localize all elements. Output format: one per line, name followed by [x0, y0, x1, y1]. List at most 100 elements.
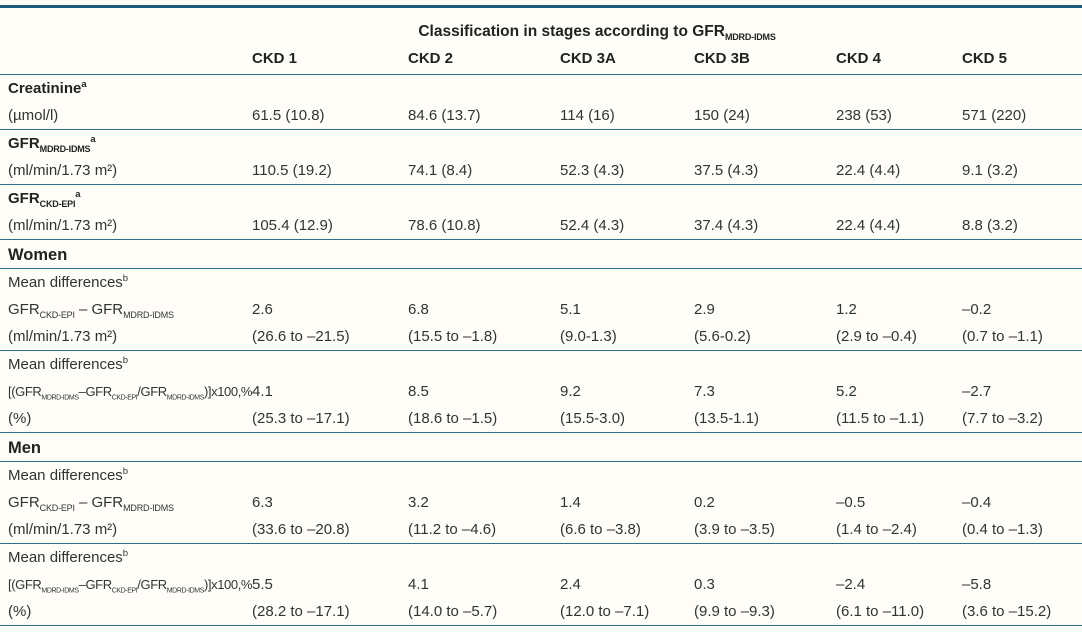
row-label: (ml/min/1.73 m²)	[0, 157, 252, 185]
cell-value	[836, 351, 962, 379]
row-label-part: (ml/min/1.73 m²)	[8, 162, 118, 179]
creatinine-label-row: Creatininea	[0, 75, 1082, 103]
row-label-part: CKD-EPI	[39, 310, 75, 320]
cell-value: 7.3	[694, 383, 715, 400]
cell-value	[694, 130, 836, 158]
cell-value: 4.1	[252, 383, 273, 400]
row-label-part: CKD-EPI	[111, 587, 138, 595]
cell-value: 110.5 (19.2)	[252, 157, 408, 185]
row-label-part: GFR	[8, 135, 40, 152]
cell-value: 52.4 (4.3)	[560, 212, 694, 240]
row-label-part: [(GFR	[8, 384, 42, 399]
women-gfr-difference-ci-row: (ml/min/1.73 m²) (26.6 to –21.5) (15.5 to …	[0, 323, 1082, 351]
column-header-row: CKD 1 CKD 2 CKD 3A CKD 3B CKD 4 CKD 5	[0, 46, 1082, 75]
cell-value: –0.4	[962, 494, 992, 511]
row-label-part: Mean differences	[8, 549, 123, 566]
cell-value	[962, 75, 1082, 103]
cell-value	[560, 130, 694, 158]
row-label-part: CKD-EPI	[39, 503, 75, 513]
cell-value	[836, 462, 962, 490]
row-label: GFRCKD-EPI – GFRMDRD-IDMS	[0, 296, 252, 323]
row-label-part: b	[122, 466, 129, 477]
women-percent-difference-values-row: [(GFRMDRD-IDMS–GFRCKD-EPI/GFRMDRD-IDMS)]…	[0, 378, 1082, 405]
cell-value: 0.2	[694, 494, 715, 511]
women-section-row: Women	[0, 239, 1082, 269]
cell-value: 3.2	[408, 494, 429, 511]
column-header-ckd4: CKD 4	[836, 46, 962, 75]
row-label: (%)	[0, 598, 252, 626]
cell-value: 8.5	[408, 383, 429, 400]
row-label: Mean differencesb	[0, 269, 252, 297]
table-top-rule	[0, 5, 1082, 8]
cell-value	[836, 432, 962, 462]
cell-value: 84.6 (13.7)	[408, 102, 560, 130]
cell-value: 2.6	[252, 301, 273, 318]
gfr-classification-table: CKD 1 CKD 2 CKD 3A CKD 3B CKD 4 CKD 5 Cr…	[0, 46, 1082, 626]
column-header-empty	[0, 46, 252, 75]
cell-value: 150 (24)	[694, 102, 836, 130]
cell-value: 571 (220)	[962, 102, 1082, 130]
cell-value	[836, 239, 962, 269]
column-header-ckd1: CKD 1	[252, 46, 408, 75]
row-label-part: b	[122, 355, 129, 366]
cell-value: (3.6 to –15.2)	[962, 598, 1082, 626]
cell-value: –5.8	[962, 576, 992, 593]
row-label: Women	[0, 239, 252, 269]
row-label: GFRCKD-EPIa	[0, 185, 252, 213]
column-header-ckd2: CKD 2	[408, 46, 560, 75]
cell-value: (13.5-1.1)	[694, 405, 836, 433]
cell-value: 52.3 (4.3)	[560, 157, 694, 185]
row-label-part: GFR	[8, 301, 40, 318]
cell-value	[408, 462, 560, 490]
cell-value: (9.0-1.3)	[560, 323, 694, 351]
cell-value: 61.5 (10.8)	[252, 102, 408, 130]
row-label-part: (ml/min/1.73 m²)	[8, 521, 118, 538]
row-label-part: CKD-EPI	[111, 394, 138, 402]
row-label-part: Mean differences	[8, 467, 123, 484]
row-label-part: Mean differences	[8, 274, 123, 291]
cell-value: 238 (53)	[836, 102, 962, 130]
row-label-part: –GFR	[78, 384, 112, 399]
row-label-part: Men	[8, 439, 41, 457]
cell-value: –0.5	[836, 494, 866, 511]
cell-value	[560, 269, 694, 297]
cell-value: 8.8 (3.2)	[962, 212, 1082, 240]
row-label: (ml/min/1.73 m²)	[0, 516, 252, 544]
row-label-part: b	[122, 548, 129, 559]
men-mean-differences-2-subhead: Mean differencesb	[0, 544, 1082, 572]
cell-value	[962, 351, 1082, 379]
cell-value	[962, 544, 1082, 572]
table-title-subscript: MDRD-IDMS	[724, 32, 776, 43]
row-label-part: [(GFR	[8, 577, 42, 592]
cell-value: (9.9 to –9.3)	[694, 598, 836, 626]
row-label-part: /GFR	[137, 577, 167, 592]
row-label-part: a	[81, 79, 87, 90]
cell-value: 2.4	[560, 576, 581, 593]
cell-value	[408, 239, 560, 269]
cell-value	[962, 130, 1082, 158]
row-label-part: MDRD-IDMS	[39, 144, 91, 154]
row-label: [(GFRMDRD-IDMS–GFRCKD-EPI/GFRMDRD-IDMS)]…	[0, 571, 252, 598]
women-mean-differences-2-subhead: Mean differencesb	[0, 351, 1082, 379]
row-label-part: Mean differences	[8, 356, 123, 373]
cell-value: (3.9 to –3.5)	[694, 516, 836, 544]
cell-value: 22.4 (4.4)	[836, 212, 962, 240]
table-title: Classification in stages according to GF…	[0, 8, 1082, 46]
cell-value	[252, 75, 408, 103]
cell-value	[252, 544, 408, 572]
cell-value	[962, 432, 1082, 462]
cell-value	[560, 544, 694, 572]
men-mean-differences-1-subhead: Mean differencesb	[0, 462, 1082, 490]
cell-value	[836, 130, 962, 158]
men-gfr-difference-values-row: GFRCKD-EPI – GFRMDRD-IDMS 6.3 3.2 1.4 0.2 –0.…	[0, 489, 1082, 516]
cell-value: 78.6 (10.8)	[408, 212, 560, 240]
cell-value	[560, 432, 694, 462]
cell-value	[408, 269, 560, 297]
row-label-part: Women	[8, 246, 68, 264]
cell-value: 5.5	[252, 576, 273, 593]
cell-value	[252, 130, 408, 158]
cell-value	[962, 462, 1082, 490]
cell-value: 6.8	[408, 301, 429, 318]
women-gfr-difference-values-row: GFRCKD-EPI – GFRMDRD-IDMS 2.6 6.8 5.1 2.9 1.2…	[0, 296, 1082, 323]
column-header-ckd3a: CKD 3A	[560, 46, 694, 75]
